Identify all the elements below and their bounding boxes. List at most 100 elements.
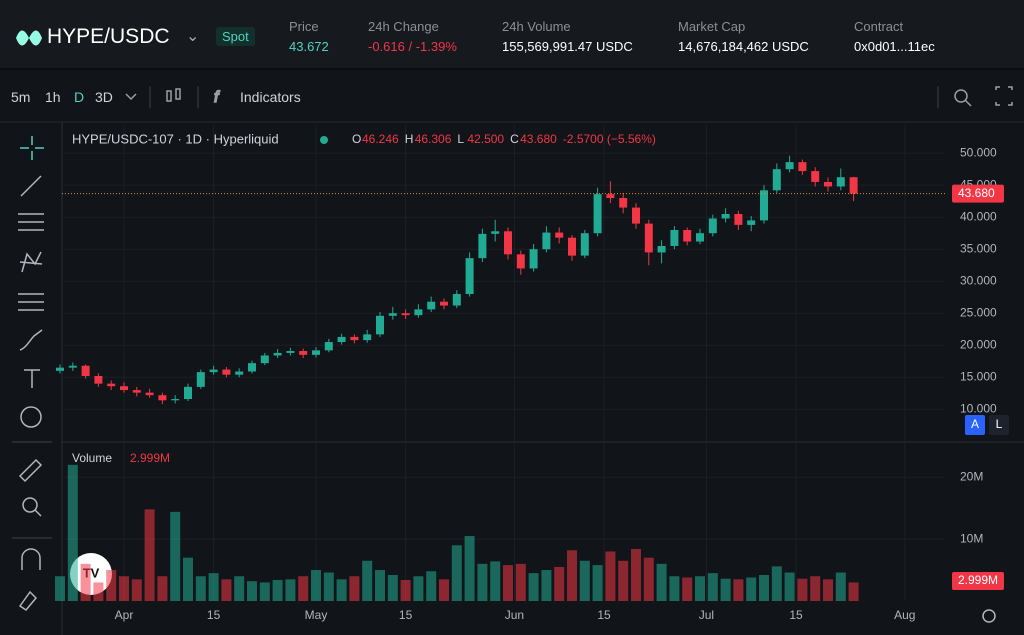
candle-body bbox=[632, 207, 640, 224]
stat: 24h Change -0.616 / -1.39% bbox=[368, 19, 457, 54]
volume-bar bbox=[272, 579, 283, 601]
volume-bar bbox=[579, 560, 590, 601]
candle-body bbox=[516, 254, 525, 269]
x-tick-label: 15 bbox=[207, 608, 221, 622]
interval[interactable]: 1h bbox=[45, 89, 61, 105]
candle-body bbox=[171, 399, 180, 401]
volume-bar bbox=[464, 536, 475, 601]
y-tick-label: 30.000 bbox=[960, 273, 997, 287]
stat-value: -0.616 / -1.39% bbox=[368, 39, 457, 54]
volume-bar bbox=[234, 576, 245, 601]
stat: 24h Volume 155,569,991.47 USDC bbox=[502, 19, 633, 54]
stat-label: Contract bbox=[854, 19, 904, 34]
volume-bar bbox=[67, 464, 78, 601]
price-badge: 43.680 bbox=[958, 186, 995, 200]
y-tick-label: 10.000 bbox=[960, 401, 997, 415]
axis-button-bg[interactable] bbox=[965, 415, 985, 435]
legend-key: H bbox=[405, 132, 414, 146]
legend-key: L bbox=[457, 132, 464, 146]
x-tick-label: Apr bbox=[115, 608, 134, 622]
volume-bar bbox=[400, 579, 411, 601]
candle-body bbox=[452, 294, 461, 306]
interval[interactable]: D bbox=[74, 89, 85, 105]
volume-bar bbox=[515, 563, 526, 601]
candle-body bbox=[56, 367, 64, 371]
volume-bar bbox=[656, 563, 667, 601]
header: HYPE/USDC ⌄ Spot Price 43.672 24h Change -0… bbox=[0, 0, 1024, 70]
volume-bar bbox=[797, 578, 808, 601]
candle-body bbox=[222, 369, 231, 375]
interval[interactable]: 3D bbox=[95, 89, 113, 105]
candle-body bbox=[414, 309, 423, 316]
volume-bar bbox=[682, 577, 693, 601]
candle-body bbox=[286, 351, 295, 353]
legend-key: C bbox=[510, 132, 519, 146]
settings-icon[interactable] bbox=[982, 609, 996, 623]
volume-bar bbox=[221, 579, 232, 601]
candle-body bbox=[811, 171, 820, 182]
stat-label: Market Cap bbox=[678, 19, 746, 34]
candle-body bbox=[94, 375, 103, 384]
candle-body bbox=[363, 334, 372, 341]
candle-body bbox=[772, 169, 781, 191]
volume-badge: 2.999M bbox=[958, 573, 998, 587]
candle-body bbox=[542, 232, 551, 250]
candle-body bbox=[184, 386, 192, 400]
volume-bar bbox=[259, 582, 270, 601]
candle-body bbox=[606, 194, 615, 198]
volume-bar bbox=[451, 545, 462, 601]
volume-bar bbox=[759, 575, 769, 601]
market-type: Spot bbox=[216, 27, 255, 46]
axis-button-bg[interactable] bbox=[989, 415, 1009, 435]
candle-body bbox=[836, 177, 845, 187]
drawing-tools[interactable] bbox=[12, 136, 52, 611]
axis-button: L bbox=[996, 417, 1003, 431]
volume-bar bbox=[695, 576, 705, 601]
stat-value: 0x0d01...11ec bbox=[854, 39, 935, 54]
candle-body bbox=[721, 213, 730, 219]
candle-body bbox=[734, 213, 743, 225]
candle-body bbox=[785, 162, 794, 170]
stat: Price 43.672 bbox=[289, 19, 329, 54]
candle-body bbox=[670, 230, 679, 247]
y-tick-label: 50.000 bbox=[960, 145, 997, 159]
volume-bar bbox=[336, 579, 347, 601]
x-tick-label: May bbox=[305, 608, 328, 622]
volume-bar bbox=[426, 571, 437, 601]
interval[interactable]: 5m bbox=[11, 89, 31, 105]
candle-body bbox=[619, 197, 628, 208]
volume-bar bbox=[195, 576, 206, 601]
candle-body bbox=[708, 218, 717, 234]
volume-bar bbox=[439, 579, 449, 601]
indicators[interactable]: Indicators bbox=[240, 89, 301, 105]
axis-button: A bbox=[971, 417, 979, 431]
candle-body bbox=[260, 355, 269, 364]
x-tick-label: Jun bbox=[505, 608, 524, 622]
y-tick-label: 25.000 bbox=[960, 305, 997, 319]
pair[interactable]: HYPE/USDC bbox=[47, 25, 170, 48]
volume-bar bbox=[848, 582, 859, 601]
pair-dropdown[interactable]: ⌄ bbox=[186, 28, 200, 45]
candle-body bbox=[388, 313, 397, 316]
candle-body bbox=[81, 365, 90, 376]
x-tick-label: 15 bbox=[399, 608, 413, 622]
stat-label: 24h Volume bbox=[502, 19, 571, 34]
volume-bar bbox=[707, 573, 718, 601]
candle-body bbox=[644, 223, 653, 253]
volume-bar bbox=[477, 563, 488, 601]
candle-body bbox=[273, 352, 282, 356]
candle-body bbox=[299, 351, 308, 355]
candle-body bbox=[657, 246, 666, 253]
candle-body bbox=[504, 231, 512, 255]
candle-body bbox=[248, 363, 256, 372]
chart-title: HYPE/USDC-107 · 1D · Hyperliquid bbox=[72, 131, 279, 146]
logo bbox=[16, 30, 42, 46]
candle-body bbox=[324, 342, 333, 351]
candle-body bbox=[312, 350, 320, 355]
candle-body bbox=[196, 372, 205, 387]
volume-bar bbox=[746, 577, 757, 601]
volume-bar bbox=[528, 573, 539, 601]
volume-bar bbox=[567, 550, 577, 601]
volume-bar bbox=[631, 549, 641, 601]
